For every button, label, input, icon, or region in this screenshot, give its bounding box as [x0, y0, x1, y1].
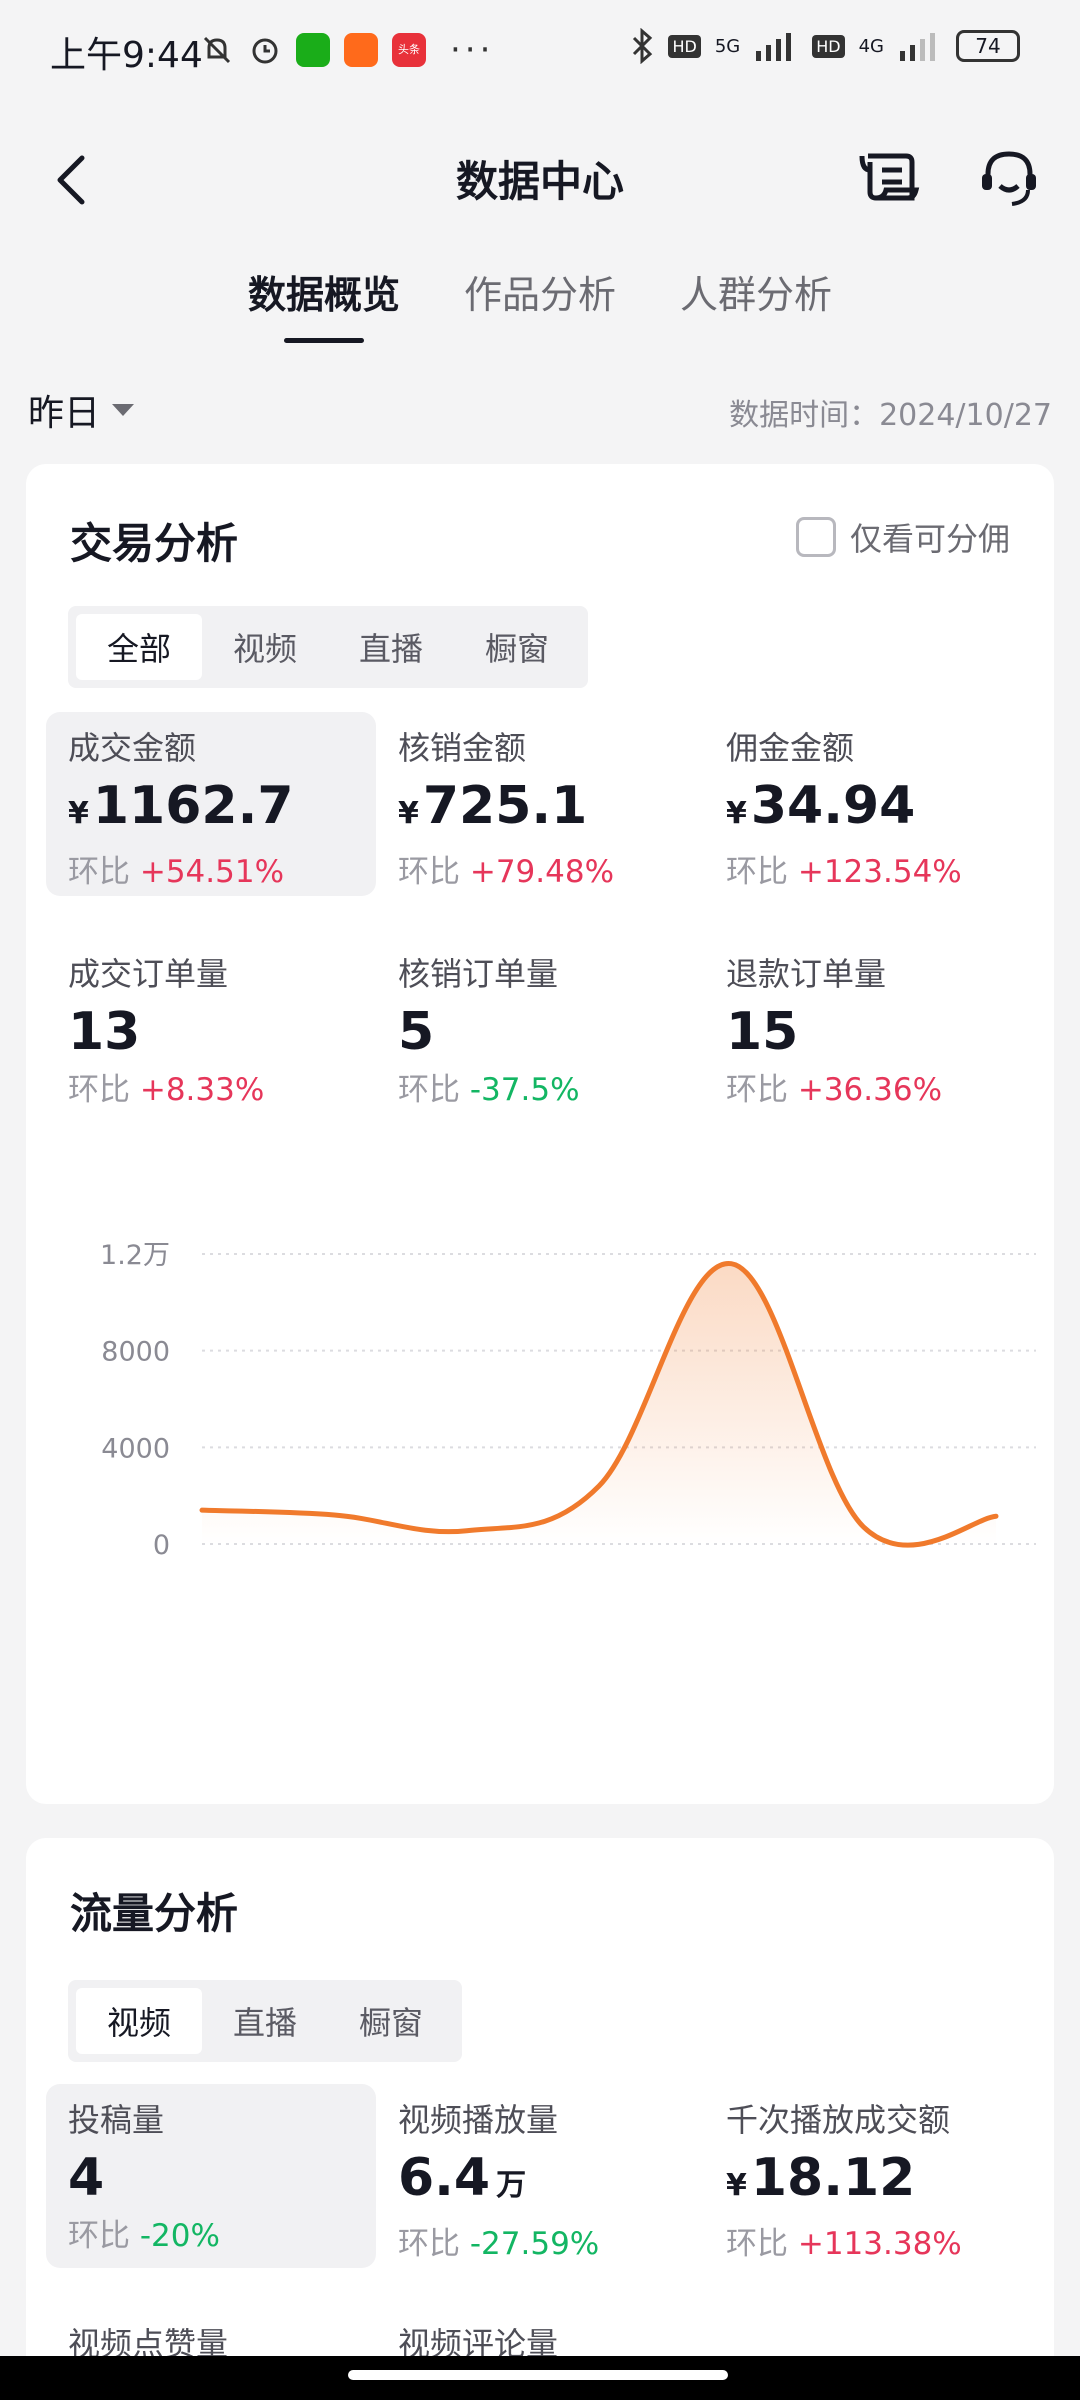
metric-orders[interactable]: 成交订单量 13 环比 +8.33% [46, 938, 376, 1122]
trade-analysis-card: 交易分析 仅看可分佣 全部 视频 直播 橱窗 成交金额 ¥1162.7 环比 +… [26, 464, 1054, 1804]
metric-label: 退款订单量 [726, 955, 887, 993]
metric-value: 4 [68, 2148, 105, 2208]
metric-value: 13 [68, 1002, 141, 1062]
caret-down-icon [112, 404, 135, 416]
checkbox-icon[interactable] [795, 517, 836, 557]
more-notifications-icon: ··· [450, 30, 495, 70]
signal-4g-icon: 4G [858, 35, 884, 57]
metric-video-plays[interactable]: 视频播放量 6.4 万 环比 -27.59% [376, 2084, 706, 2268]
tab-works-analysis[interactable]: 作品分析 [463, 273, 616, 317]
segment-all[interactable]: 全部 [76, 614, 203, 680]
metric-label: 投稿量 [68, 2101, 165, 2139]
metric-compare: 环比 +113.38% [726, 2226, 962, 2262]
data-time-label: 数据时间：2024/10/27 [729, 398, 1052, 433]
metric-label: 视频播放量 [398, 2101, 559, 2139]
metric-refund-orders[interactable]: 退款订单量 15 环比 +36.36% [704, 938, 1034, 1122]
y-tick-label: 0 [153, 1530, 170, 1561]
y-tick-label: 4000 [101, 1433, 170, 1464]
date-range-select[interactable]: 昨日 [28, 384, 135, 436]
metric-label: 千次播放成交额 [726, 2101, 951, 2139]
signal-bars-icon [756, 33, 792, 61]
series-area [202, 1263, 996, 1546]
metric-commission[interactable]: 佣金金额 ¥34.94 环比 +123.54% [704, 712, 1034, 896]
metric-value: ¥18.12 [726, 2148, 916, 2208]
segment-video[interactable]: 视频 [76, 1988, 203, 2054]
metric-compare: 环比 +79.48% [398, 854, 615, 890]
home-indicator[interactable] [348, 2370, 728, 2380]
traffic-segment-control: 视频 直播 橱窗 [68, 1980, 463, 2062]
segment-showcase[interactable]: 橱窗 [359, 2004, 424, 2042]
hd-badge-2: HD [812, 34, 845, 58]
commission-only-label: 仅看可分佣 [849, 520, 1010, 558]
segment-live[interactable]: 直播 [359, 630, 424, 668]
status-notification-icons: 头条 ··· [200, 30, 494, 70]
hd-badge-1: HD [668, 34, 701, 58]
page-title: 数据中心 [455, 157, 624, 206]
metric-value: 5 [398, 1002, 435, 1062]
bell-off-icon [203, 36, 231, 64]
status-system-icons: HD 5G HD 4G 74 [630, 28, 1020, 64]
traffic-analysis-card: 流量分析 视频 直播 橱窗 投稿量 4 环比 -20% 视频播放量 6.4 万 环… [26, 1838, 1054, 2398]
customer-service-icon[interactable] [976, 146, 1042, 212]
date-range-label: 昨日 [28, 393, 101, 434]
tab-data-overview[interactable]: 数据概览 [248, 264, 400, 343]
bluetooth-icon [633, 28, 653, 64]
metric-compare: 环比 -27.59% [398, 2226, 600, 2262]
metric-value: 6.4 万 [398, 2148, 527, 2208]
wechat-icon [296, 33, 330, 67]
back-icon[interactable] [44, 150, 104, 210]
metric-posts[interactable]: 投稿量 4 环比 -20% [46, 2084, 376, 2268]
metric-compare: 环比 -37.5% [398, 1072, 580, 1108]
series-line [199, 1261, 999, 1548]
metric-value: ¥725.1 [398, 776, 588, 836]
alarm-icon [252, 38, 278, 64]
commission-only-filter[interactable]: 仅看可分佣 [795, 514, 1010, 560]
metric-value: ¥34.94 [726, 776, 916, 836]
status-bar: 上午9:44 头条 ··· HD 5G HD 4G 74 [0, 0, 1080, 100]
y-tick-label: 1.2万 [100, 1240, 170, 1271]
metric-label: 核销订单量 [398, 955, 559, 993]
nav-header: 数据中心 [0, 120, 1080, 240]
toutiao-icon: 头条 [392, 33, 426, 67]
segment-showcase[interactable]: 橱窗 [485, 630, 550, 668]
y-tick-label: 8000 [101, 1337, 170, 1368]
segment-live[interactable]: 直播 [233, 2004, 298, 2042]
metric-compare: 环比 +123.54% [726, 854, 962, 890]
metric-gmv[interactable]: 成交金额 ¥1162.7 环比 +54.51% [46, 712, 376, 896]
metric-label: 成交订单量 [68, 955, 229, 993]
segment-video[interactable]: 视频 [233, 630, 298, 668]
status-time: 上午9:44 [50, 35, 203, 76]
metric-verified-amount[interactable]: 核销金额 ¥725.1 环比 +79.48% [376, 712, 706, 896]
metric-compare: 环比 +8.33% [68, 1072, 265, 1108]
metric-compare: 环比 +36.36% [726, 1072, 943, 1108]
traffic-analysis-title: 流量分析 [70, 1889, 239, 1938]
metric-label: 成交金额 [68, 729, 197, 767]
tab-audience-analysis[interactable]: 人群分析 [680, 273, 833, 317]
home-indicator-area [0, 2356, 1080, 2400]
metric-verified-orders[interactable]: 核销订单量 5 环比 -37.5% [376, 938, 706, 1122]
trade-analysis-title: 交易分析 [70, 519, 239, 568]
metric-label: 佣金金额 [726, 729, 855, 767]
trade-segment-control: 全部 视频 直播 橱窗 [68, 606, 589, 688]
metric-label: 核销金额 [398, 729, 527, 767]
main-tabs: 数据概览 作品分析 人群分析 [0, 264, 1080, 343]
records-icon[interactable] [856, 146, 922, 212]
metric-value: ¥1162.7 [68, 776, 294, 836]
metric-compare: 环比 -20% [68, 2218, 220, 2254]
taobao-icon [344, 33, 378, 67]
signal-bars-2-icon [900, 33, 935, 61]
date-row: 昨日 数据时间：2024/10/27 [28, 384, 1052, 434]
metric-value: 15 [726, 1002, 799, 1062]
metric-compare: 环比 +54.51% [68, 854, 285, 890]
signal-5g-icon: 5G [714, 35, 741, 57]
battery-icon: 74 [956, 30, 1020, 62]
metric-gpm[interactable]: 千次播放成交额 ¥18.12 环比 +113.38% [704, 2084, 1034, 2268]
